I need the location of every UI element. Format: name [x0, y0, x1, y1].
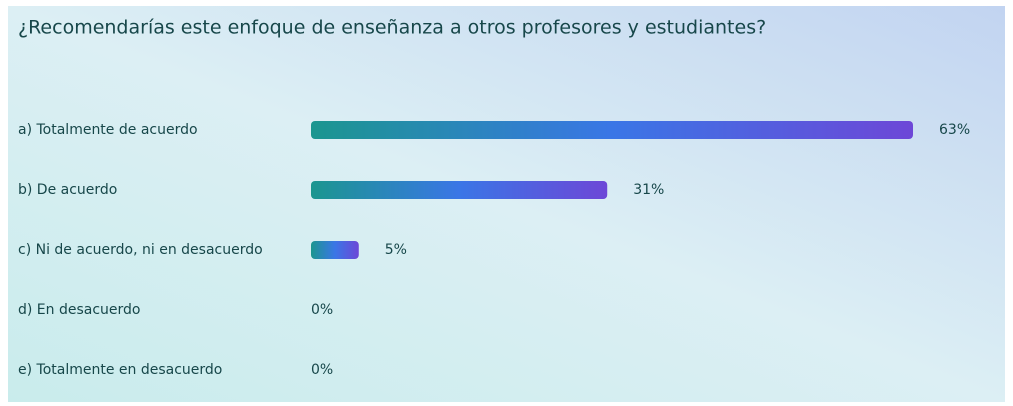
- value-label: 0%: [311, 302, 333, 318]
- bar: [311, 181, 608, 199]
- chart-title: ¿Recomendarías este enfoque de enseñanza…: [18, 17, 766, 39]
- category-label: b) De acuerdo: [18, 182, 117, 198]
- category-label: d) En desacuerdo: [18, 302, 141, 318]
- background: [8, 6, 1005, 402]
- value-label: 31%: [633, 182, 664, 198]
- value-label: 5%: [385, 242, 407, 258]
- category-label: a) Totalmente de acuerdo: [18, 122, 198, 138]
- bar: [311, 241, 359, 259]
- value-label: 0%: [311, 362, 333, 378]
- value-label: 63%: [939, 122, 970, 138]
- category-label: e) Totalmente en desacuerdo: [18, 362, 222, 378]
- category-label: c) Ni de acuerdo, ni en desacuerdo: [18, 242, 263, 258]
- bar: [311, 121, 913, 139]
